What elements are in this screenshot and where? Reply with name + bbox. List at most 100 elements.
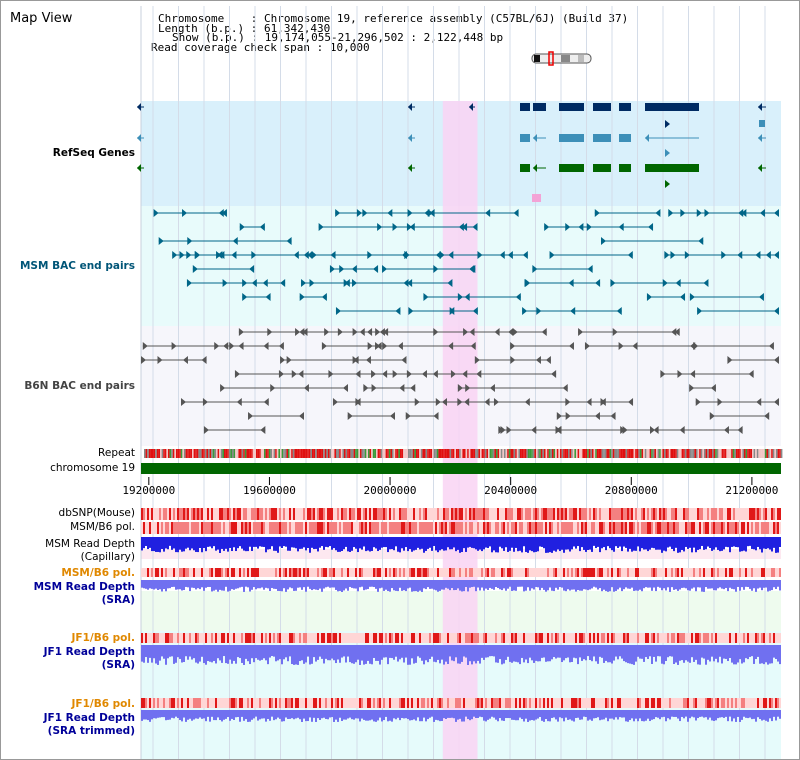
- repeat-block: [518, 449, 520, 458]
- msm-depth-sra-bar: [763, 580, 765, 588]
- jf1-pol-cell: [529, 633, 531, 643]
- msm-pol-cell: [579, 522, 581, 534]
- msm-depth-sra-bar: [243, 580, 245, 592]
- msm-bac-end: [698, 237, 704, 245]
- dbsnp-cell: [597, 508, 599, 520]
- gene-arrow: [758, 134, 762, 142]
- repeat-block: [425, 449, 428, 458]
- msm-depth-sra-bar: [581, 580, 583, 591]
- repeat-block: [366, 449, 368, 458]
- msm-pol-sra-cell: [751, 568, 753, 577]
- msm-pol-sra-cell: [505, 568, 507, 577]
- repeat-block: [422, 449, 424, 458]
- msm-pol-cell: [771, 522, 773, 534]
- jf1-pol-cell: [217, 633, 219, 643]
- msm-depth-sra-bar: [309, 580, 311, 589]
- jf1-pol-cell: [567, 633, 569, 643]
- jf1-pol-cell: [659, 633, 661, 643]
- msm-depth-capillary-bar: [375, 537, 377, 549]
- jf1-depth-sra-bar: [525, 645, 527, 660]
- jf1-pol-trim-cell: [745, 698, 747, 708]
- repeat-block: [248, 449, 250, 458]
- repeat-block: [702, 449, 704, 458]
- msm-depth-capillary-bar: [475, 537, 477, 550]
- jf1-depth-trim-bar: [289, 710, 291, 719]
- jf1-depth-sra-bar: [427, 645, 429, 663]
- b6n-bac-end: [142, 342, 148, 350]
- dbsnp-cell: [431, 508, 433, 520]
- msm-depth-capillary-bar: [367, 537, 369, 551]
- jf1-depth-sra-bar: [551, 645, 553, 660]
- jf1-depth-sra-bar: [669, 645, 671, 657]
- msm-depth-sra-bar: [419, 580, 421, 591]
- msm-pol-sra-cell: [335, 568, 337, 577]
- jf1-pol-trim-cell: [301, 698, 303, 708]
- msm-depth-capillary-bar: [237, 537, 239, 549]
- jf1-pol-cell: [219, 633, 221, 643]
- msm-depth-capillary-bar: [671, 537, 673, 549]
- jf1-pol-trim-cell: [247, 698, 249, 708]
- jf1-depth-sra-bar: [671, 645, 673, 657]
- msm-depth-sra-bar: [661, 580, 663, 591]
- msm-depth-sra-bar: [331, 580, 333, 588]
- jf1-pol-trim-cell: [517, 698, 519, 708]
- msm-depth-sra-bar: [173, 580, 175, 587]
- jf1-depth-trim-bar: [383, 710, 385, 721]
- msm-pol-cell: [191, 522, 193, 534]
- msm-pol-sra-cell: [349, 568, 351, 577]
- jf1-depth-trim-bar: [515, 710, 517, 721]
- jf1-depth-sra-bar: [223, 645, 225, 657]
- msm-depth-sra-bar: [349, 580, 351, 587]
- dbsnp-cell: [555, 508, 557, 520]
- msm-depth-sra-bar: [757, 580, 759, 589]
- jf1-depth-trim-bar: [777, 710, 779, 717]
- jf1-pol-cell: [721, 633, 723, 643]
- jf1-depth-sra-bar: [229, 645, 231, 660]
- jf1-depth-trim-bar: [177, 710, 179, 719]
- msm-pol-sra-cell: [435, 568, 437, 577]
- msm-depth-capillary-bar: [235, 537, 237, 552]
- jf1-depth-sra-bar: [683, 645, 685, 663]
- msm-depth-capillary-bar: [269, 537, 271, 550]
- msm-depth-capillary-bar: [141, 537, 143, 551]
- msm-pol-sra-cell: [649, 568, 651, 577]
- msm-depth-capillary-bar: [341, 537, 343, 552]
- jf1-pol-cell: [153, 633, 155, 643]
- msm-pol-cell: [599, 522, 601, 534]
- jf1-pol-cell: [359, 633, 361, 643]
- msm-pol-sra-cell: [369, 568, 371, 577]
- msm-depth-sra-bar: [301, 580, 303, 590]
- repeat-block: [204, 449, 207, 458]
- msm-pol-cell: [633, 522, 635, 534]
- msm-depth-sra-bar: [179, 580, 181, 590]
- msm-depth-sra-bar: [593, 580, 595, 587]
- jf1-depth-trim-bar: [735, 710, 737, 722]
- jf1-pol-cell: [267, 633, 269, 643]
- jf1-pol-trim-cell: [319, 698, 321, 708]
- msm-depth-sra-bar: [329, 580, 331, 588]
- msm-pol-cell: [529, 522, 531, 534]
- b6n-bac-end: [379, 328, 385, 336]
- jf1-pol-trim-cell: [377, 698, 379, 708]
- msm-pol-cell: [473, 522, 475, 534]
- b6n-bac-end: [674, 328, 680, 336]
- msm-bac-end: [179, 251, 185, 259]
- dbsnp-cell: [395, 508, 397, 520]
- b6n-bac-end: [541, 328, 547, 336]
- msm-pol-sra-cell: [601, 568, 603, 577]
- repeat-block: [286, 449, 288, 458]
- msm-pol-sra-cell: [741, 568, 743, 577]
- msm-pol-cell: [581, 522, 583, 534]
- msm-pol-cell: [301, 522, 303, 534]
- msm-pol-cell: [167, 522, 169, 534]
- msm-pol-cell: [487, 522, 489, 534]
- msm-pol-sra-cell: [391, 568, 393, 577]
- msm-pol-cell: [323, 522, 325, 534]
- repeat-block: [721, 449, 724, 458]
- jf1-depth-trim-bar: [627, 710, 629, 722]
- msm-pol-cell: [597, 522, 599, 534]
- dbsnp-cell: [539, 508, 541, 520]
- jf1-pol-trim-cell: [429, 698, 431, 708]
- msm-depth-capillary-bar: [579, 537, 581, 552]
- msm-pol-cell: [453, 522, 455, 534]
